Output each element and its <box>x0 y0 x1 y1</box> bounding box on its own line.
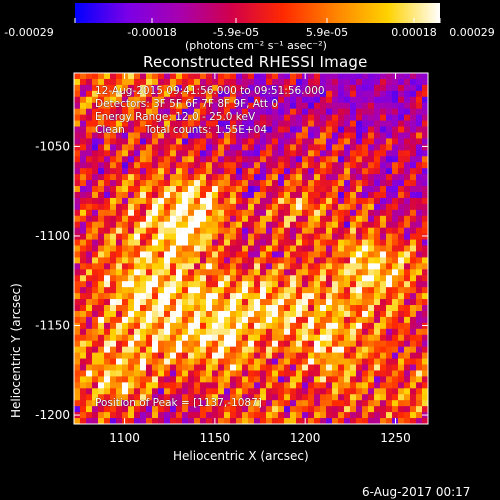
annotation-time-range: 12-Aug-2015 09:41:56.000 to 09:51:56.000 <box>95 85 325 97</box>
y-tick-label: -1050 <box>35 139 70 153</box>
plot-frame <box>73 72 429 425</box>
y-tick-label: -1200 <box>35 408 70 422</box>
y-tick-label: -1150 <box>35 319 70 333</box>
annotation-peak-position: Position of Peak = [1137,-1087] <box>95 397 262 409</box>
colorbar <box>75 3 440 23</box>
x-tick-label: 1250 <box>380 431 411 445</box>
colorbar-tick-label: -0.00018 <box>127 26 176 39</box>
annotation-detectors: Detectors: 3F 5F 6F 7F 8F 9F, Att 0 <box>95 98 279 110</box>
annotation-energy-range: Energy Range: 12.0 - 25.0 keV <box>95 111 256 123</box>
colorbar-units-label: (photons cm⁻² s⁻¹ asec⁻²) <box>185 39 327 52</box>
annotation-method: Clean <box>95 124 125 136</box>
chart-title: Reconstructed RHESSI Image <box>143 53 368 71</box>
colorbar-tick-label: 5.9e-05 <box>306 26 348 39</box>
heatmap-image <box>74 73 428 424</box>
colorbar-tick-label: -5.9e-05 <box>213 26 259 39</box>
x-tick-label: 1200 <box>290 431 321 445</box>
x-tick-label: 1150 <box>200 431 231 445</box>
annotation-total-counts: Total counts: 1.55E+04 <box>145 124 268 136</box>
footer-timestamp: 6-Aug-2017 00:17 <box>362 485 471 499</box>
x-axis-label: Heliocentric X (arcsec) <box>173 449 309 463</box>
x-tick-label: 1100 <box>109 431 140 445</box>
y-tick-label: -1100 <box>35 229 70 243</box>
y-axis-label: Heliocentric Y (arcsec) <box>9 283 23 418</box>
colorbar-tick-label: 0.00029 <box>449 26 495 39</box>
colorbar-tick-label: -0.00029 <box>4 26 53 39</box>
colorbar-tick-label: 0.00018 <box>391 26 437 39</box>
